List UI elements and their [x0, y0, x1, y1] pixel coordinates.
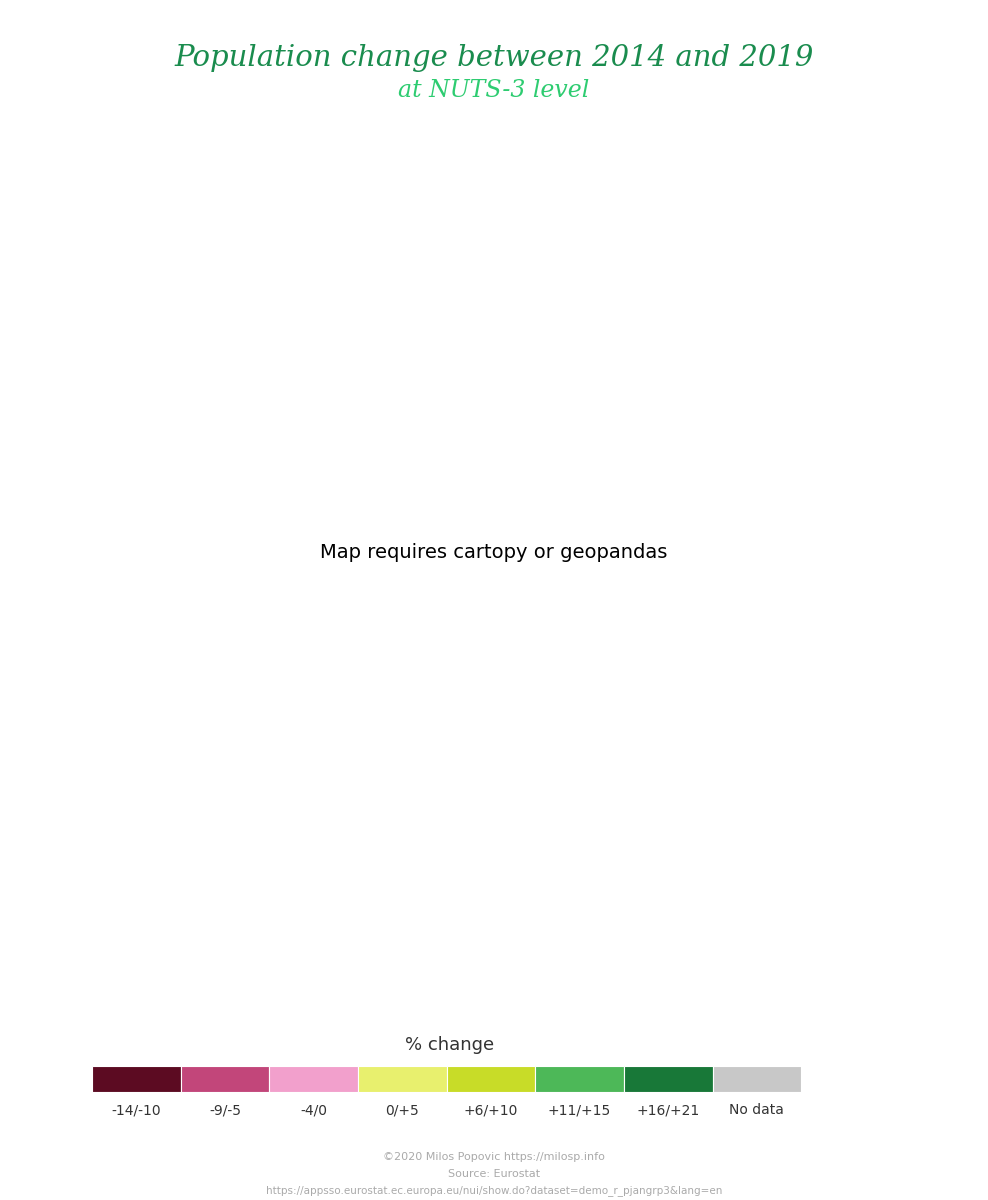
Bar: [269, 1066, 358, 1092]
Text: +16/+21: +16/+21: [636, 1103, 700, 1117]
Text: ©2020 Milos Popovic https://milosp.info: ©2020 Milos Popovic https://milosp.info: [383, 1152, 605, 1162]
Text: -14/-10: -14/-10: [112, 1103, 161, 1117]
Text: No data: No data: [729, 1103, 784, 1117]
Bar: [358, 1066, 447, 1092]
Text: +11/+15: +11/+15: [548, 1103, 612, 1117]
Bar: [447, 1066, 535, 1092]
Text: at NUTS-3 level: at NUTS-3 level: [398, 79, 590, 102]
Text: https://appsso.eurostat.ec.europa.eu/nui/show.do?dataset=demo_r_pjangrp3&lang=en: https://appsso.eurostat.ec.europa.eu/nui…: [266, 1184, 722, 1196]
Bar: [92, 1066, 181, 1092]
Text: Population change between 2014 and 2019: Population change between 2014 and 2019: [174, 44, 814, 72]
Text: % change: % change: [405, 1036, 494, 1054]
Text: +6/+10: +6/+10: [463, 1103, 518, 1117]
Bar: [624, 1066, 712, 1092]
Text: -9/-5: -9/-5: [208, 1103, 241, 1117]
Bar: [712, 1066, 801, 1092]
Text: -4/0: -4/0: [300, 1103, 327, 1117]
Bar: [535, 1066, 624, 1092]
Text: 0/+5: 0/+5: [385, 1103, 419, 1117]
Text: Source: Eurostat: Source: Eurostat: [448, 1169, 540, 1178]
Text: Map requires cartopy or geopandas: Map requires cartopy or geopandas: [320, 542, 668, 562]
Bar: [181, 1066, 269, 1092]
